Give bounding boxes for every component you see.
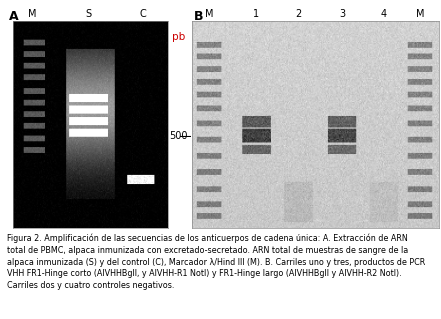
- Text: M: M: [27, 9, 36, 19]
- Text: S: S: [86, 9, 92, 19]
- Text: M: M: [205, 9, 213, 19]
- Text: 4: 4: [381, 9, 387, 19]
- Text: 500: 500: [169, 130, 187, 141]
- Text: A: A: [9, 10, 19, 23]
- Text: C: C: [139, 9, 146, 19]
- Text: Figura 2. Amplificación de las secuencias de los anticuerpos de cadena única: A.: Figura 2. Amplificación de las secuencia…: [7, 234, 425, 290]
- Text: 1: 1: [254, 9, 259, 19]
- Text: M: M: [415, 9, 424, 19]
- Text: B: B: [194, 10, 204, 23]
- Text: 2: 2: [295, 9, 301, 19]
- Text: 3: 3: [339, 9, 345, 19]
- Text: pb: pb: [172, 32, 185, 42]
